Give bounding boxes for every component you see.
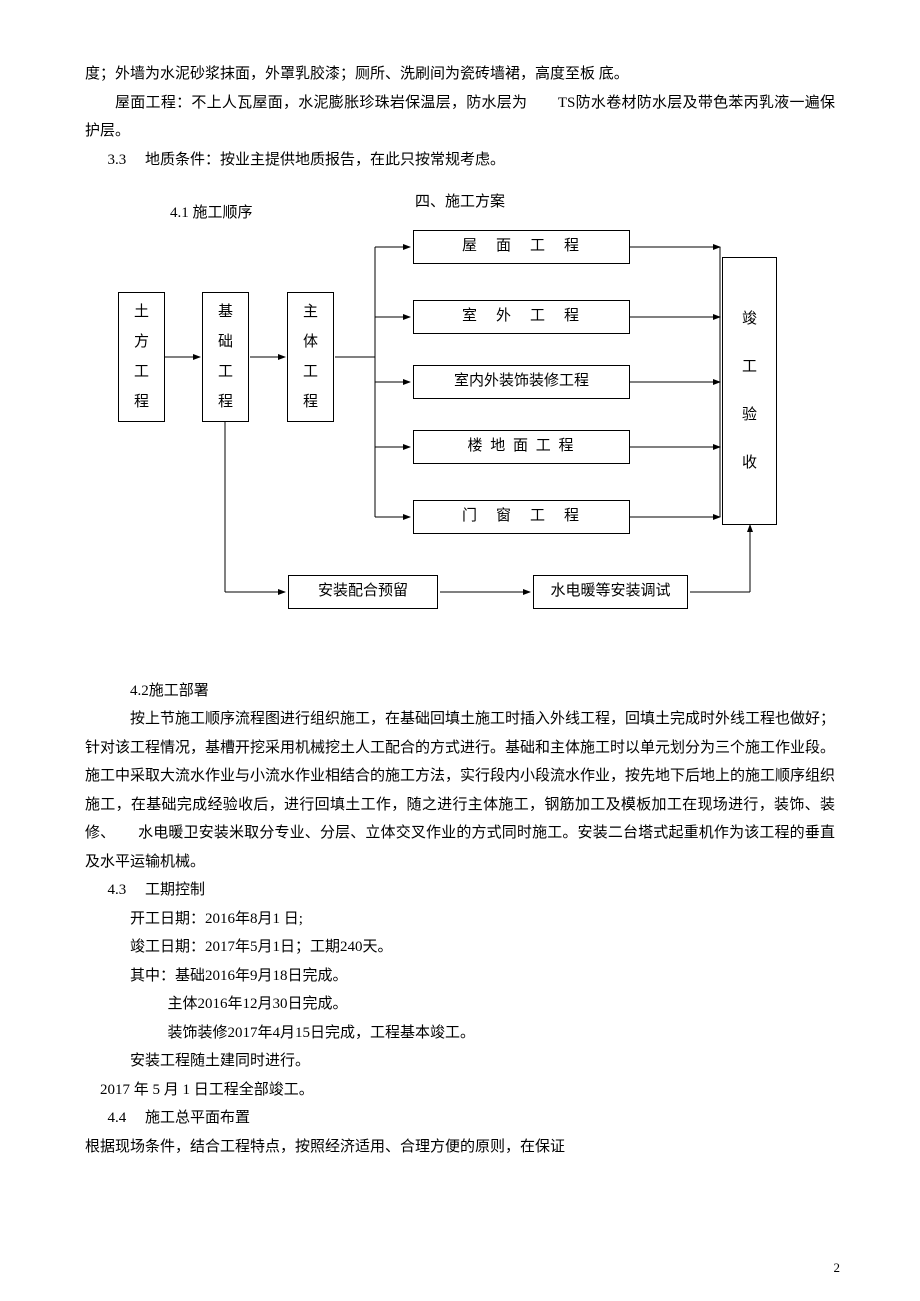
heading-4-2: 4.2施工部署 [85, 677, 835, 706]
date-decoration: 装饰装修2017年4月15日完成，工程基本竣工。 [85, 1019, 835, 1048]
node-decoration: 室内外装饰装修工程 [413, 365, 630, 399]
install-concurrent: 安装工程随土建同时进行。 [85, 1047, 835, 1076]
node-outdoor: 室 外 工 程 [413, 300, 630, 334]
paragraph-1: 度；外墙为水泥砂浆抹面，外罩乳胶漆；厕所、洗刷间为瓷砖墙裙，高度至板 底。 [85, 60, 835, 89]
node-mep-commission: 水电暖等安装调试 [533, 575, 688, 609]
date-start: 开工日期：2016年8月1 日; [85, 905, 835, 934]
date-structure: 主体2016年12月30日完成。 [85, 990, 835, 1019]
page-number: 2 [834, 1256, 841, 1281]
node-completion: 竣工验收 [722, 257, 777, 525]
node-door-window: 门 窗 工 程 [413, 500, 630, 534]
date-foundation: 其中：基础2016年9月18日完成。 [85, 962, 835, 991]
node-floor: 楼 地 面 工 程 [413, 430, 630, 464]
date-all-complete: 2017 年 5 月 1 日工程全部竣工。 [85, 1076, 835, 1105]
paragraph-2: 屋面工程：不上人瓦屋面，水泥膨胀珍珠岩保温层，防水层为 TS防水卷材防水层及带色… [85, 89, 835, 146]
flowchart-4-1: 4.1 施工顺序 [110, 227, 810, 647]
heading-4-1: 4.1 施工顺序 [170, 199, 253, 228]
paragraph-3-3: 3.3 地质条件：按业主提供地质报告，在此只按常规考虑。 [85, 146, 835, 175]
date-end: 竣工日期：2017年5月1日；工期240天。 [85, 933, 835, 962]
node-roof: 屋 面 工 程 [413, 230, 630, 264]
node-main-structure: 主体工程 [287, 292, 334, 422]
paragraph-4-2: 按上节施工顺序流程图进行组织施工，在基础回填土施工时插入外线工程，回填土完成时外… [85, 705, 835, 876]
node-earthwork: 土方工程 [118, 292, 165, 422]
heading-4-4: 4.4 施工总平面布置 [85, 1104, 835, 1133]
heading-4-3: 4.3 工期控制 [85, 876, 835, 905]
paragraph-4-4: 根据现场条件，结合工程特点，按照经济适用、合理方便的原则，在保证 [85, 1133, 835, 1162]
node-foundation: 基础工程 [202, 292, 249, 422]
node-install-reserve: 安装配合预留 [288, 575, 438, 609]
